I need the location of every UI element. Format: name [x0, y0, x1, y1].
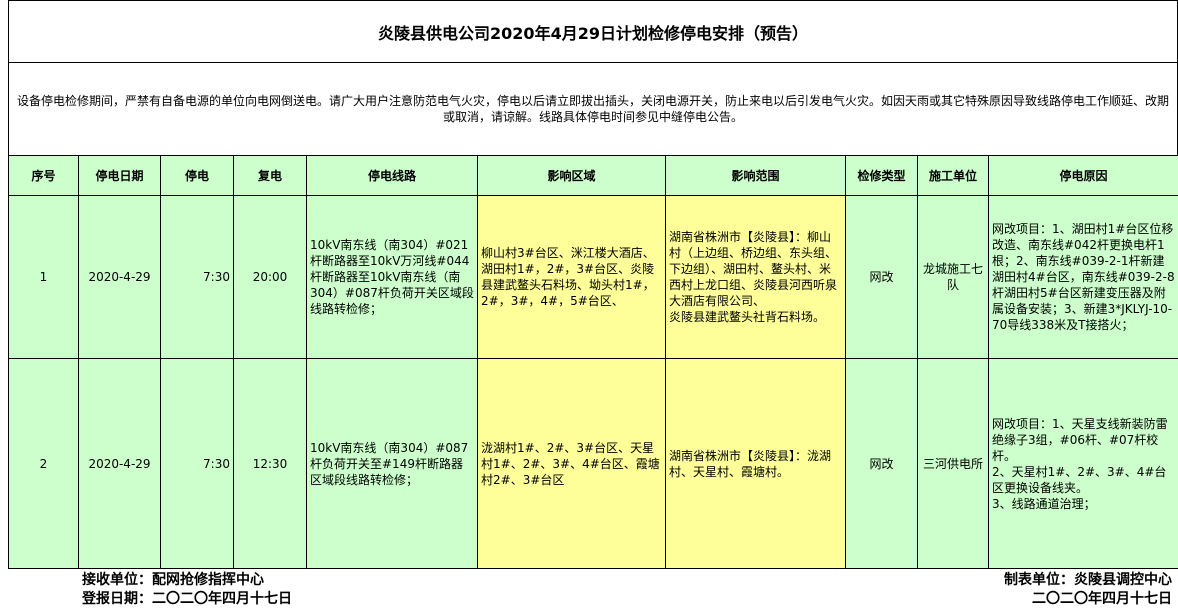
cell-date: 2020-4-29 [78, 195, 161, 359]
table-row: 1 2020-4-29 7:30 20:00 10kV南东线（南304）#021… [8, 195, 1178, 359]
report-date: 登报日期：二〇二〇年四月十七日 [82, 591, 292, 607]
cell-type: 网改 [845, 358, 918, 569]
cell-type: 网改 [845, 195, 918, 359]
header-cell: 停电线路 [306, 155, 478, 196]
maker-unit: 制表单位：炎陵县调控中心 [1004, 572, 1172, 588]
cell-off-time: 7:30 [160, 358, 234, 569]
header-cell: 停电 [160, 155, 234, 196]
cell-unit: 龙城施工七队 [917, 195, 989, 359]
header-cell: 复电 [233, 155, 307, 196]
cell-off-time: 7:30 [160, 195, 234, 359]
header-cell: 影响范围 [665, 155, 846, 196]
header-cell: 序号 [8, 155, 79, 196]
cell-unit: 三河供电所 [917, 358, 989, 569]
cell-area: 泷湖村1#、2#、3#台区、天星村1#、2#、3#、4#台区、霞塘村2#、3#台… [477, 358, 666, 569]
table-row: 2 2020-4-29 7:30 12:30 10kV南东线（南304）#087… [8, 358, 1178, 569]
cell-on-time: 12:30 [233, 358, 307, 569]
cell-date: 2020-4-29 [78, 358, 161, 569]
cell-scope: 湖南省株洲市【炎陵县】：泷湖村、天星村、霞塘村。 [665, 358, 846, 569]
cell-area: 柳山村3#台区、洣江楼大酒店、湖田村1#，2#，3#台区、炎陵县建武鳌头石料场、… [477, 195, 666, 359]
header-cell: 施工单位 [917, 155, 989, 196]
cell-index: 1 [8, 195, 79, 359]
cell-reason: 网改项目：1、湖田村1#台区位移改造、南东线#042杆更换电杆1根；2、南东线#… [988, 195, 1178, 359]
maker-date: 二〇二〇年四月十七日 [1032, 591, 1172, 607]
receiver-unit: 接收单位：配网抢修指挥中心 [82, 572, 264, 588]
cell-line: 10kV南东线（南304）#087杆负荷开关至#149杆断路器区域段线路转检修； [306, 358, 478, 569]
cell-on-time: 20:00 [233, 195, 307, 359]
header-cell: 停电原因 [988, 155, 1178, 196]
page-title: 炎陵县供电公司2020年4月29日计划检修停电安排（预告） [8, 0, 1178, 62]
cell-line: 10kV南东线（南304）#021杆断路器至10kV万河线#044杆断路器至10… [306, 195, 478, 359]
cell-reason: 网改项目：1、天星支线新装防雷绝缘子3组，#06杆、#07杆校杆。 2、天星村1… [988, 358, 1178, 569]
header-cell: 停电日期 [78, 155, 161, 196]
cell-index: 2 [8, 358, 79, 569]
header-cell: 影响区域 [477, 155, 666, 196]
outage-table: 序号 停电日期 停电 复电 停电线路 影响区域 影响范围 检修类型 施工单位 停… [8, 155, 1178, 569]
header-cell: 检修类型 [845, 155, 918, 196]
cell-scope: 湖南省株洲市【炎陵县】：柳山村（上边组、桥边组、东头组、下边组）、湖田村、鳌头村… [665, 195, 846, 359]
table-header: 序号 停电日期 停电 复电 停电线路 影响区域 影响范围 检修类型 施工单位 停… [8, 155, 1178, 196]
notice-text: 设备停电检修期间，严禁有自备电源的单位向电网倒送电。请广大用户注意防范电气火灾，… [8, 62, 1178, 155]
